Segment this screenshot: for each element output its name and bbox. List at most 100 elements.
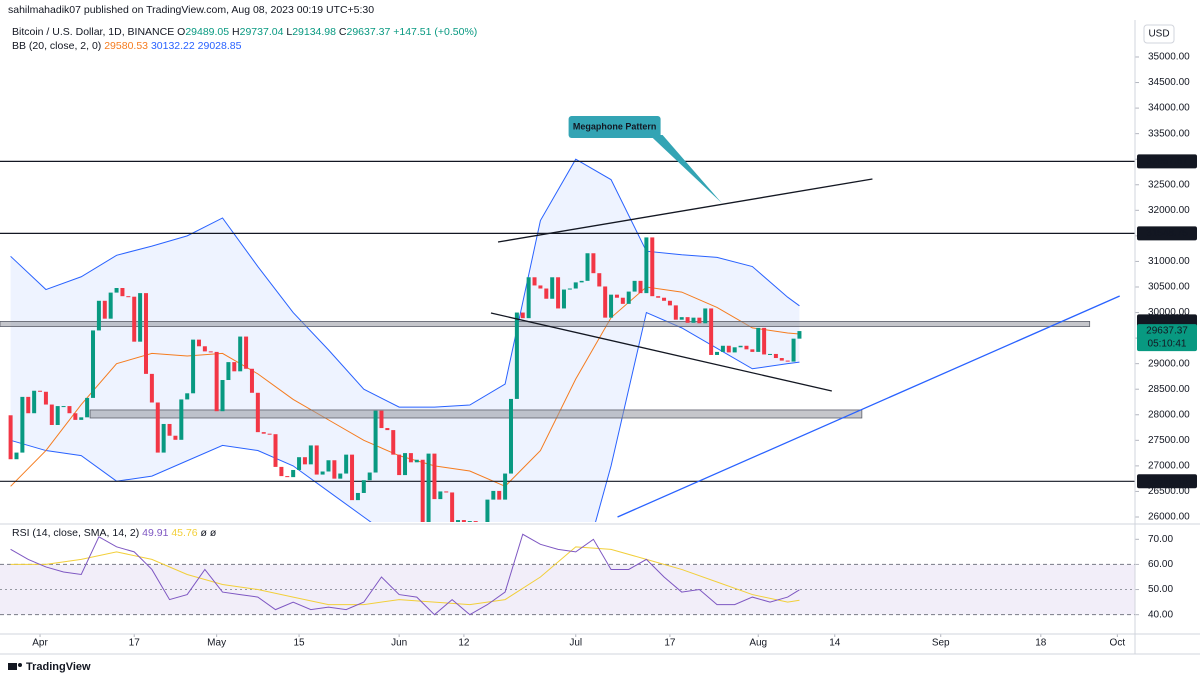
bb-legend: BB (20, close, 2, 0) 29580.53 30132.22 2… (12, 40, 242, 52)
candle (143, 293, 148, 374)
candle (438, 491, 443, 500)
candle (544, 288, 549, 299)
logo-icon (18, 663, 22, 667)
bb-fill (10, 159, 800, 522)
ohlc-key: L (286, 26, 292, 38)
price-tag-label: 26698.18 (1146, 476, 1188, 487)
candle (656, 296, 661, 298)
candle (791, 338, 796, 362)
footer-brand: TradingView (26, 661, 91, 673)
candle (214, 351, 219, 412)
y-tick-label: 27500.00 (1148, 435, 1190, 446)
candle (638, 280, 643, 294)
rsi-line (10, 533, 800, 616)
candle (591, 253, 596, 274)
candle (114, 288, 119, 293)
candle (149, 373, 154, 403)
candle (561, 289, 566, 309)
rsi-tick-label: 60.00 (1148, 559, 1173, 570)
candle (744, 345, 749, 350)
bb-basis-value: 29580.53 (104, 40, 148, 52)
last-price: 29637.37 (1146, 326, 1188, 337)
x-tick-label: Jul (569, 638, 582, 649)
candle (338, 473, 343, 479)
candle (773, 353, 778, 359)
candle (691, 317, 696, 323)
candle (38, 390, 43, 392)
callout-box (568, 116, 661, 139)
y-tick-label: 29000.00 (1148, 358, 1190, 369)
ohlc-value: 29489.05 (185, 26, 229, 38)
candle (426, 453, 431, 522)
candle (532, 277, 537, 286)
price-tag-label: 32957.67 (1146, 156, 1188, 167)
candle (456, 520, 461, 522)
candle (632, 280, 637, 292)
bb-upper-value: 30132.22 (151, 40, 195, 52)
candle (361, 480, 366, 493)
bb-label: BB (20, close, 2, 0) (12, 40, 101, 52)
trendline (490, 312, 832, 392)
candle (497, 490, 502, 500)
ohlc-key: C (339, 26, 347, 38)
candle (715, 351, 720, 355)
candle (667, 300, 672, 306)
candle (503, 473, 508, 500)
x-tick-label: 18 (1035, 638, 1047, 649)
published-line: sahilmahadik07 published on TradingView.… (8, 4, 374, 16)
x-tick-label: Oct (1110, 638, 1126, 649)
footer-logo[interactable]: TradingView (8, 661, 91, 673)
candle (367, 472, 372, 481)
candle (332, 460, 337, 479)
candle (738, 345, 743, 348)
symbol-title: Bitcoin / U.S. Dollar, 1D, BINANCE (12, 26, 174, 38)
price-tag (1137, 474, 1197, 489)
x-tick-label: 17 (664, 638, 676, 649)
candle (291, 469, 296, 478)
candle (644, 237, 649, 294)
y-tick-label: 33500.00 (1148, 128, 1190, 139)
y-tick-label: 30500.00 (1148, 282, 1190, 293)
candle (797, 331, 802, 339)
countdown: 05:10:41 (1148, 339, 1187, 350)
candle (432, 453, 437, 500)
candle (585, 253, 590, 281)
candle (679, 317, 684, 320)
y-tick-label: 28000.00 (1148, 409, 1190, 420)
candle (391, 430, 396, 455)
candle (609, 294, 614, 318)
ohlc-value: 29737.04 (240, 26, 284, 38)
candle (732, 347, 737, 353)
candle (196, 339, 201, 347)
candle (108, 292, 113, 319)
candle (420, 459, 425, 522)
rsi-extra: ø ø (201, 527, 217, 539)
candle (620, 297, 625, 304)
candle (208, 351, 213, 353)
price-tag (1137, 154, 1197, 169)
candle (67, 406, 72, 414)
currency: USD (1148, 29, 1169, 40)
currency-box[interactable] (1143, 24, 1175, 44)
candle (43, 391, 48, 405)
bb-lower-value: 29028.85 (198, 40, 242, 52)
candle (709, 308, 714, 355)
candle (85, 397, 90, 418)
candle (32, 390, 37, 414)
candle (414, 459, 419, 463)
candle (720, 345, 725, 352)
trendline (617, 295, 1120, 518)
candle (403, 453, 408, 476)
candle (379, 410, 384, 429)
candle (662, 297, 667, 301)
candle (261, 432, 266, 434)
x-tick-label: May (207, 638, 226, 649)
price-tag (1137, 226, 1197, 241)
candle (597, 273, 602, 287)
zone (0, 321, 1091, 327)
candle (385, 428, 390, 431)
candle (550, 277, 555, 299)
change: +147.51 (+0.50%) (393, 26, 477, 38)
candle (255, 392, 260, 433)
